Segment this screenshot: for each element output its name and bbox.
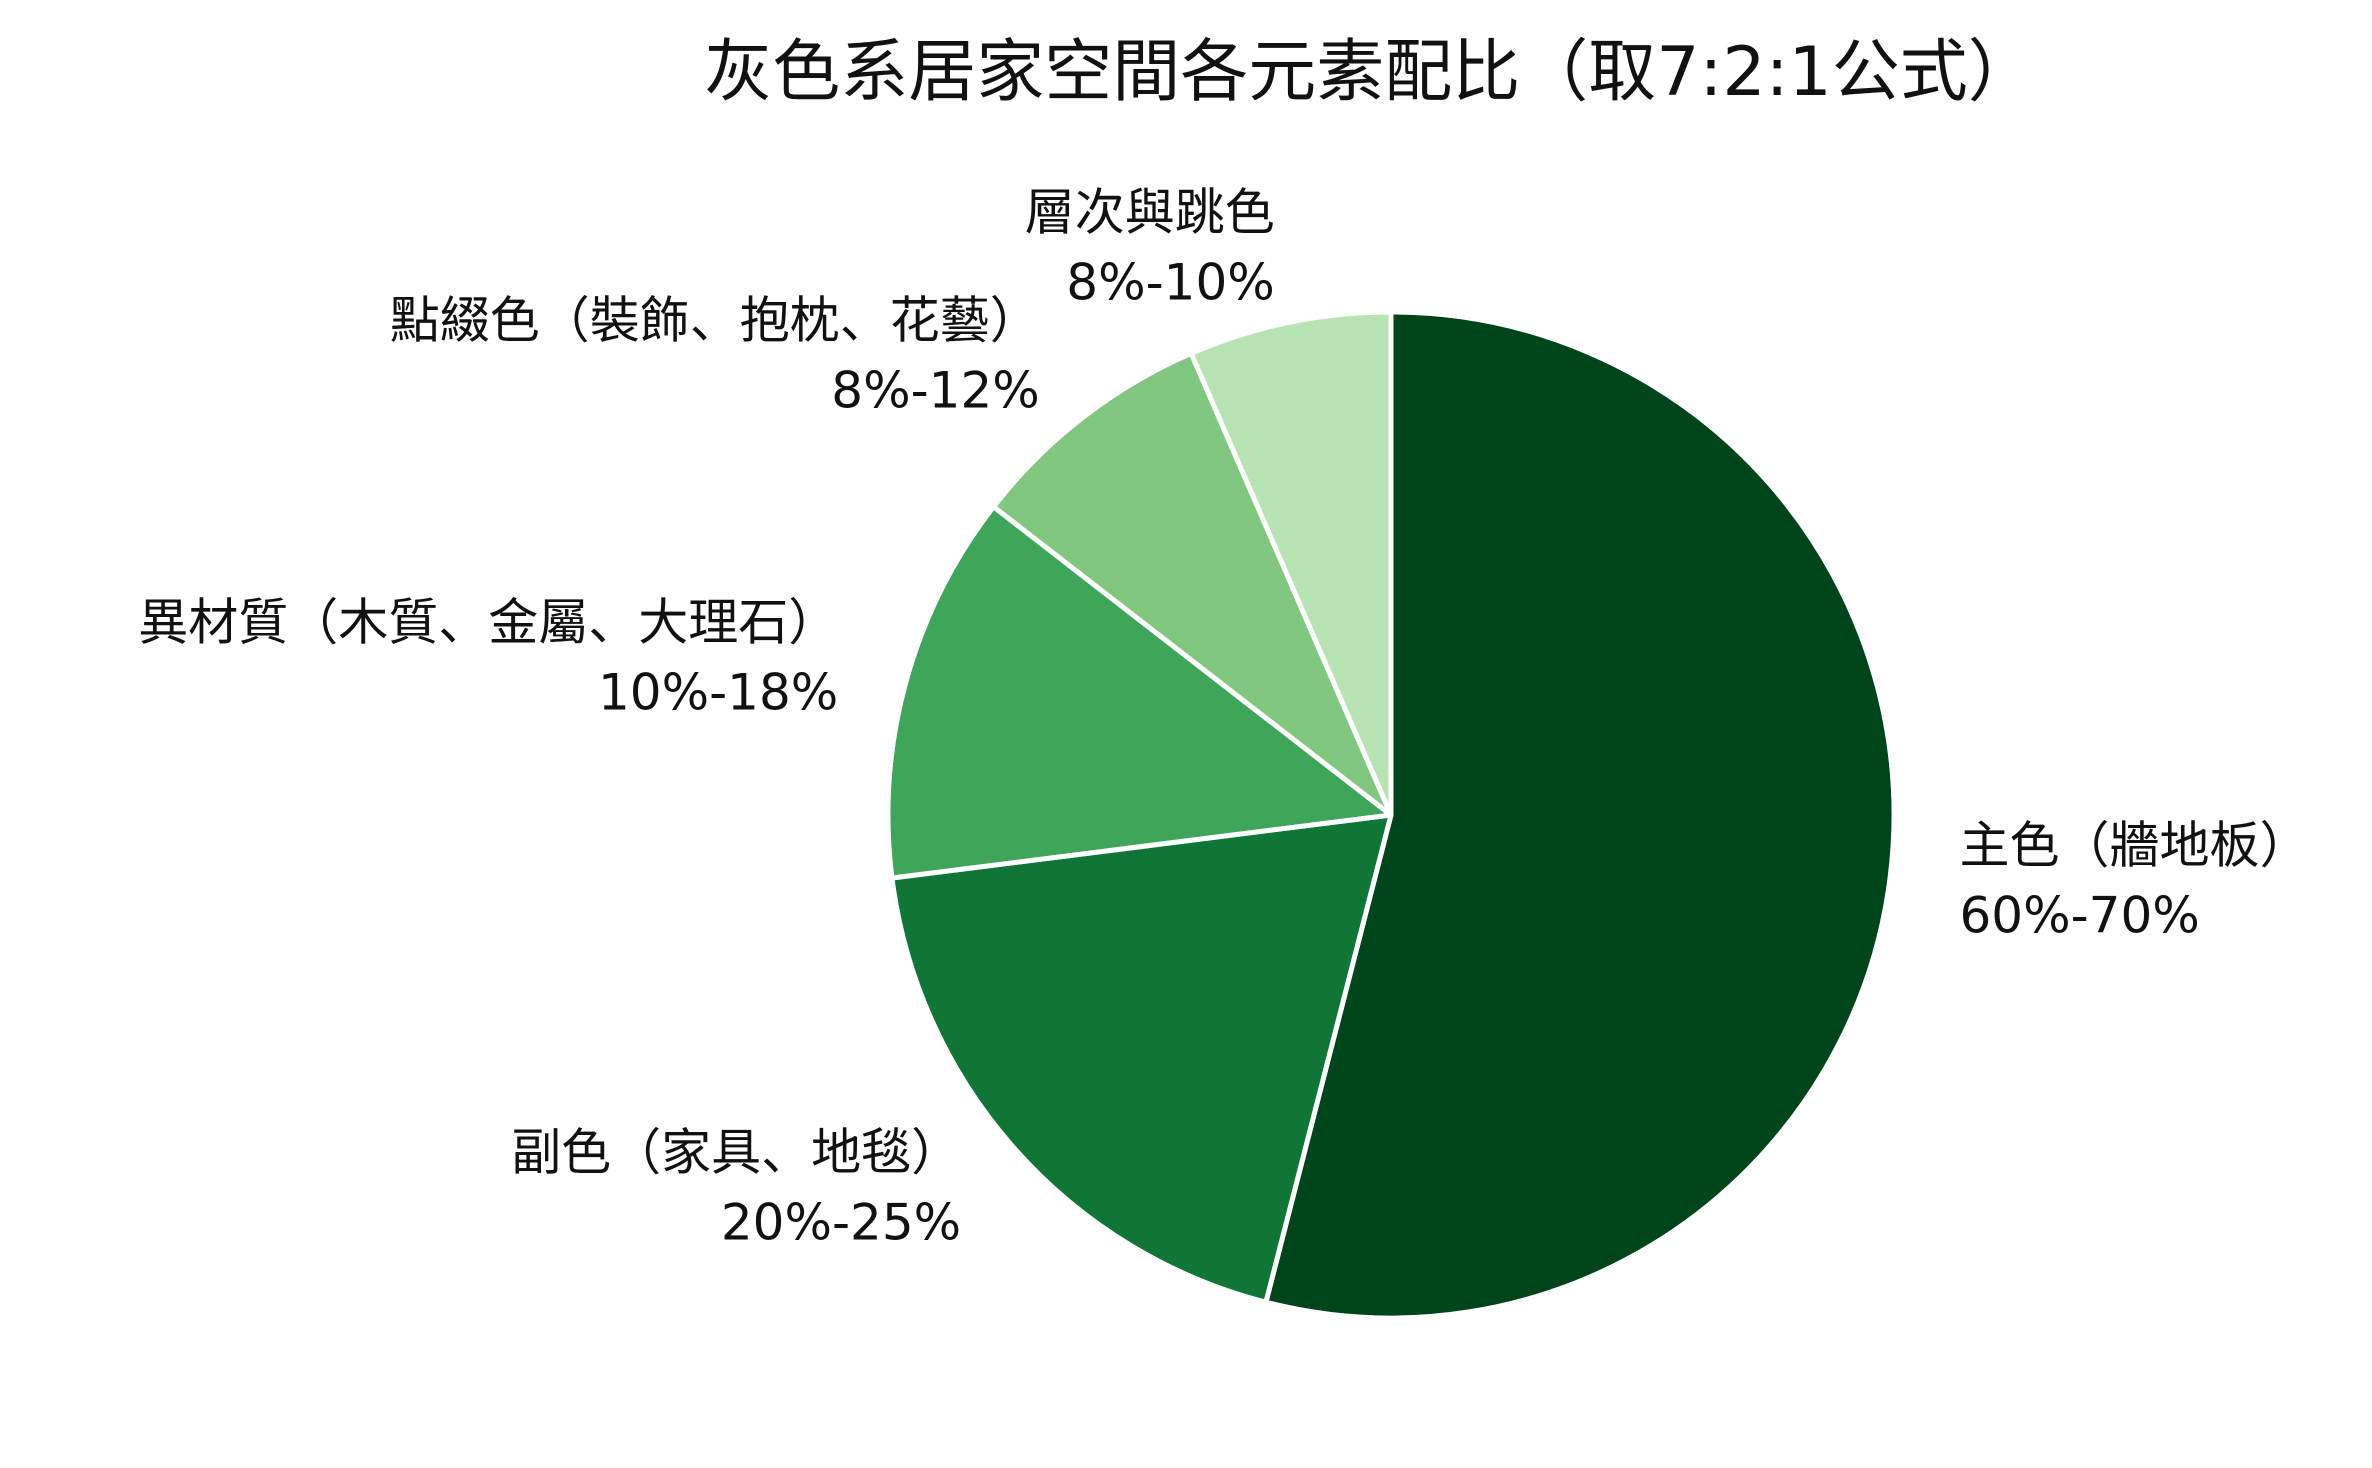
pie-slice-secondary [889,812,1394,1305]
slice-label-secondary: 副色（家具、地毯） 20%-25% [511,1123,961,1251]
pie-slices [885,309,1897,1321]
slice-label-material: 異材質（木質、金屬、大理石） 10%-18% [138,593,838,721]
slice-label-name: 層次與跳色 [1025,183,1275,241]
slice-label-range: 20%-25% [721,1193,961,1251]
slice-label-name: 異材質（木質、金屬、大理石） [138,593,838,651]
slice-label-main: 主色（牆地板） 60%-70% [1960,816,2310,944]
slice-label-range: 8%-10% [1066,253,1275,311]
pie-slice-layer [1188,309,1394,818]
chart-title: 灰色系居家空間各元素配比（取7:2:1公式） [704,33,2036,112]
pie-slice-material [885,504,1394,881]
pie-slice-accent [991,350,1394,818]
pie-slice-main [1263,309,1897,1321]
pie-labels: 主色（牆地板） 60%-70% 副色（家具、地毯） 20%-25% 異材質（木質、金屬、… [138,183,2309,1251]
slice-label-range: 60%-70% [1960,886,2200,944]
slice-label-range: 8%-12% [831,362,1040,420]
slice-label-name: 點綴色（裝飾、抱枕、花藝） [390,292,1040,350]
slice-label-name: 主色（牆地板） [1960,816,2310,874]
slice-label-layer: 層次與跳色 8%-10% [1025,183,1275,311]
slice-label-name: 副色（家具、地毯） [511,1123,961,1181]
slice-label-accent: 點綴色（裝飾、抱枕、花藝） 8%-12% [390,292,1040,420]
slice-label-range: 10%-18% [598,663,838,721]
